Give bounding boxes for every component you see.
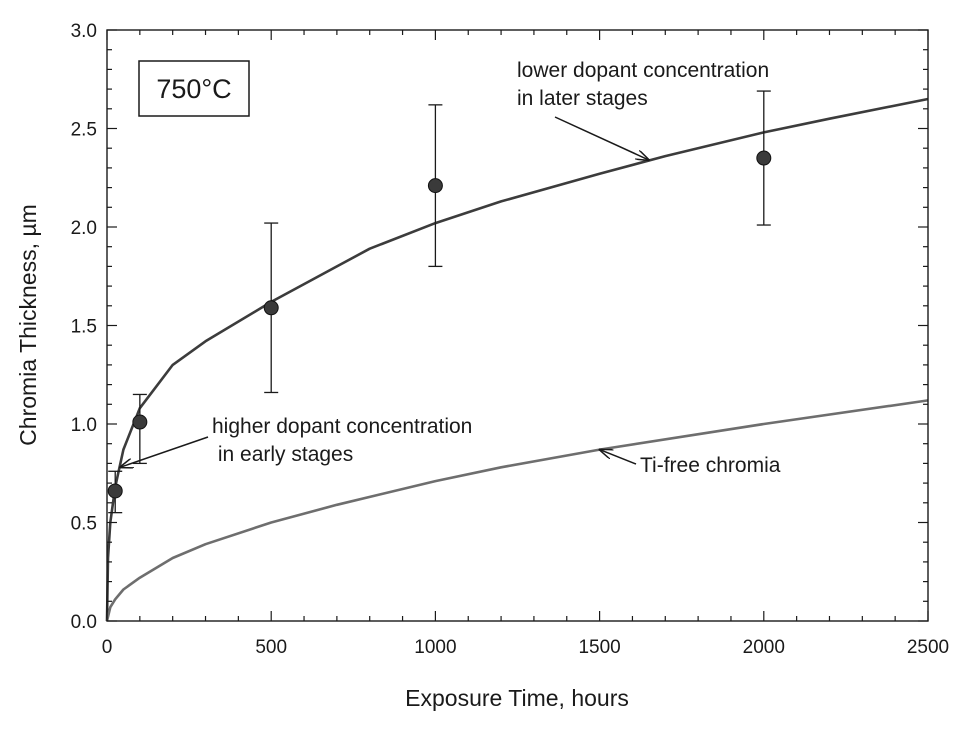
annotation-early-stages: higher dopant concentration in early sta… bbox=[120, 415, 472, 467]
data-point-3 bbox=[427, 178, 443, 194]
y-tick-label: 1.0 bbox=[71, 415, 97, 436]
x-tick-label: 0 bbox=[102, 637, 113, 658]
x-axis-title: Exposure Time, hours bbox=[405, 685, 629, 711]
data-point-0 bbox=[107, 483, 123, 499]
annotation-ti-free: Ti-free chromia bbox=[600, 450, 781, 477]
y-tick-label: 3.0 bbox=[71, 21, 97, 42]
annotation-early-stages-line2: in early stages bbox=[212, 443, 353, 466]
x-tick-label: 2000 bbox=[743, 637, 785, 658]
data-point-4 bbox=[756, 150, 772, 166]
x-tick-label: 500 bbox=[255, 637, 287, 658]
annotation-later-stages-arrow bbox=[554, 116, 649, 160]
temperature-label-box: 750°C bbox=[138, 60, 250, 117]
series-curve-1 bbox=[105, 399, 929, 622]
data-point-1 bbox=[132, 414, 148, 430]
annotation-ti-free-arrow bbox=[600, 450, 637, 465]
x-tick-label: 1500 bbox=[578, 637, 620, 658]
annotation-ti-free-label: Ti-free chromia bbox=[640, 454, 781, 477]
y-tick-label: 1.5 bbox=[71, 317, 97, 338]
y-tick-label: 2.5 bbox=[71, 120, 97, 141]
y-tick-label: 2.0 bbox=[71, 218, 97, 239]
annotation-early-stages-arrow bbox=[120, 436, 209, 467]
y-tick-label: 0.0 bbox=[71, 612, 97, 633]
x-tick-label: 1000 bbox=[414, 637, 456, 658]
data-point-2 bbox=[263, 300, 279, 316]
temperature-unit: °C bbox=[201, 74, 231, 104]
temperature-value: 750 bbox=[156, 74, 201, 104]
ticks-layer: 0 500 1000 1500 2000 2500 0.0 0.5 1.0 1.5 2.0 2.5 3.… bbox=[71, 21, 950, 658]
y-tick-label: 0.5 bbox=[71, 514, 97, 535]
annotation-later-stages-line2: in later stages bbox=[517, 87, 648, 110]
temperature-label: 750°C bbox=[156, 74, 231, 104]
measured-points-layer bbox=[107, 90, 772, 514]
y-axis-title: Chromia Thickness, µm bbox=[15, 204, 41, 446]
annotation-early-stages-line1: higher dopant concentration bbox=[212, 415, 472, 438]
annotation-later-stages: lower dopant concentration in later stag… bbox=[517, 59, 769, 160]
series-curve-0 bbox=[105, 97, 929, 622]
x-tick-label: 2500 bbox=[907, 637, 949, 658]
curves-layer bbox=[105, 97, 929, 622]
annotation-later-stages-line1: lower dopant concentration bbox=[517, 59, 769, 82]
